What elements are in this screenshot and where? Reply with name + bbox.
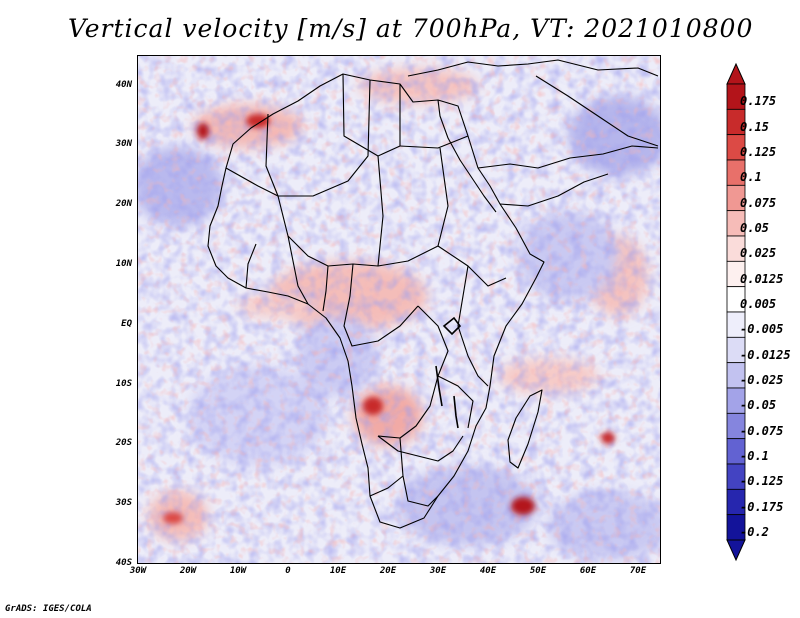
longitude-label: 40E (479, 566, 497, 576)
colorbar-label: -0.05 (740, 398, 777, 413)
colorbar-label: 0.005 (740, 297, 777, 311)
latitude-label: 20N (115, 199, 132, 209)
footer-credit: GrADS: IGES/COLA (5, 604, 92, 614)
colorbar-label: -0.005 (740, 322, 784, 337)
colorbar-label: 0.075 (740, 195, 777, 210)
longitude-label: 30E (429, 566, 447, 576)
latitude-label: 40N (115, 80, 132, 90)
longitude-label: 20W (179, 566, 197, 576)
longitude-label: 20E (379, 566, 397, 576)
vertical-velocity-field (138, 56, 660, 563)
colorbar-label: -0.075 (740, 423, 784, 438)
colorbar-label: 0.175 (740, 94, 777, 109)
colorbar-label: 0.15 (740, 119, 769, 134)
colorbar-label: 0.05 (740, 221, 769, 235)
colorbar-label: -0.175 (740, 499, 784, 514)
colorbar-label: -0.1 (740, 449, 769, 463)
lakes (435, 316, 462, 429)
colorbar-label: -0.125 (740, 474, 784, 489)
colorbar-max-arrow (726, 62, 746, 85)
colorbar-label: 0.025 (740, 246, 777, 261)
longitude-label: 0 (285, 566, 291, 576)
map-panel (137, 55, 661, 564)
latitude-label: 30S (115, 498, 132, 508)
colorbar-label: 0.1 (740, 170, 762, 185)
colorbar-label: 0.0125 (740, 271, 784, 286)
latitude-label: 40S (115, 558, 132, 568)
colorbar-min-arrow (726, 539, 746, 562)
latitude-label: 20S (115, 438, 132, 448)
longitude-label: 50E (529, 566, 547, 576)
latitude-label: EQ (121, 319, 132, 329)
colorbar-label: 0.125 (740, 145, 777, 159)
latitude-label: 10S (115, 379, 132, 389)
latitude-label: 10N (115, 259, 132, 269)
longitude-label: 30W (129, 566, 147, 576)
colorbar (726, 62, 746, 562)
colorbar-label: -0.0125 (740, 347, 791, 362)
colorbar-label: -0.2 (740, 525, 769, 539)
latitude-label: 30N (115, 139, 132, 149)
chart-title: Vertical velocity [m/s] at 700hPa, VT: 2… (68, 14, 754, 43)
longitude-label: 10W (229, 566, 247, 576)
longitude-label: 60E (579, 566, 597, 576)
colorbar-label: -0.025 (740, 373, 784, 387)
coastlines-and-borders (207, 59, 659, 529)
longitude-label: 10E (329, 566, 347, 576)
strong-ascent-cores (163, 114, 615, 524)
longitude-label: 70E (629, 566, 647, 576)
